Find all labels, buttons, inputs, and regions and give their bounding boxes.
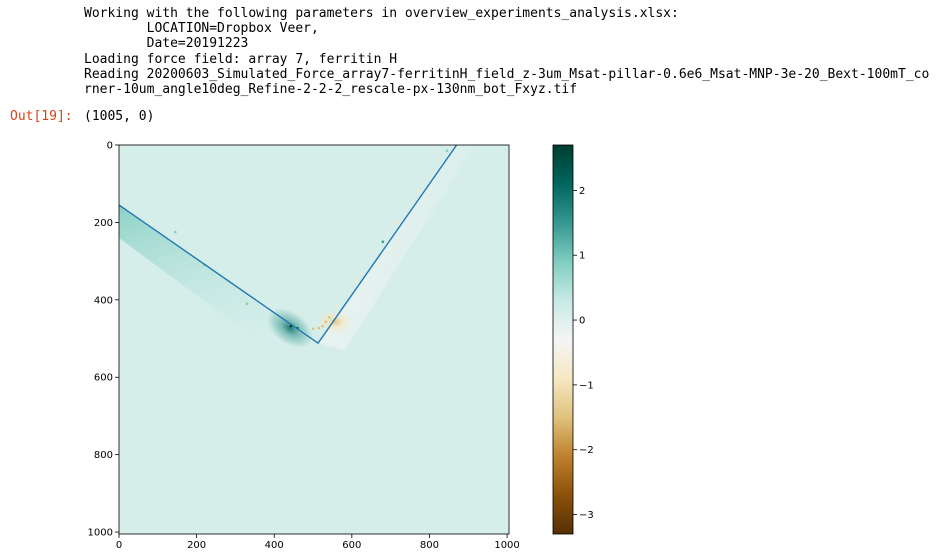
data-point xyxy=(416,190,420,193)
data-point xyxy=(328,315,331,319)
colorbar-tick-label: 2 xyxy=(579,186,585,197)
output-result: (1005, 0) xyxy=(84,109,155,124)
data-point xyxy=(335,306,338,309)
x-tick-label: 1000 xyxy=(494,540,519,551)
data-point xyxy=(428,174,431,178)
x-axis: 0 200 400 600 800 1000 xyxy=(116,534,520,551)
data-point xyxy=(245,302,249,305)
stdout-line: Loading force field: array 7, ferritin H xyxy=(84,51,398,67)
field-hotspot-teal xyxy=(266,308,314,348)
x-tick-label: 600 xyxy=(342,540,361,551)
x-tick-label: 800 xyxy=(420,540,439,551)
field-band-left-edge xyxy=(119,205,318,372)
y-tick-label: 1000 xyxy=(88,528,113,539)
data-point xyxy=(324,320,328,324)
data-point xyxy=(381,240,385,244)
colorbar-tick-label: −3 xyxy=(579,510,594,521)
data-point xyxy=(311,327,315,331)
field-band-right-edge xyxy=(318,145,475,350)
x-tick-label: 200 xyxy=(187,540,206,551)
data-point xyxy=(173,230,177,234)
colorbar-axis: 2 1 0 −1 −2 −3 xyxy=(573,186,594,521)
y-tick-label: 0 xyxy=(107,141,113,152)
data-point xyxy=(321,324,325,328)
pillar-outline xyxy=(119,145,458,345)
stdout-line: rner-10um_angle10deg_Refine-2-2-2_rescal… xyxy=(84,82,578,98)
cell-stdout: Working with the following parameters in… xyxy=(84,6,929,97)
y-tick-label: 600 xyxy=(94,373,113,384)
field-hotspot-tan xyxy=(317,310,353,334)
colorbar-tick-label: 1 xyxy=(579,251,585,262)
y-tick-label: 200 xyxy=(94,218,113,229)
colorbar xyxy=(552,144,574,535)
stdout-line: Reading 20200603_Simulated_Force_array7-… xyxy=(84,66,930,82)
x-tick-label: 400 xyxy=(265,540,284,551)
data-point xyxy=(317,326,321,330)
colorbar-tick-label: 0 xyxy=(579,316,585,327)
stdout-line: LOCATION=Dropbox Veer, xyxy=(84,21,319,37)
y-tick-label: 400 xyxy=(94,295,113,306)
stdout-line: Date=20191223 xyxy=(84,36,249,52)
colorbar-tick-label: −1 xyxy=(579,380,594,391)
output-prompt: Out[19]: xyxy=(10,109,73,124)
x-tick-label: 0 xyxy=(116,540,122,551)
heatmap xyxy=(119,145,509,534)
stdout-line: Working with the following parameters in… xyxy=(84,6,679,21)
plot-frame xyxy=(118,144,510,535)
data-point xyxy=(445,149,449,153)
data-point xyxy=(397,221,400,224)
data-point xyxy=(354,279,358,282)
colorbar-tick-label: −2 xyxy=(579,445,594,456)
y-axis: 0 200 400 600 800 1000 xyxy=(88,141,119,539)
y-tick-label: 800 xyxy=(94,450,113,461)
